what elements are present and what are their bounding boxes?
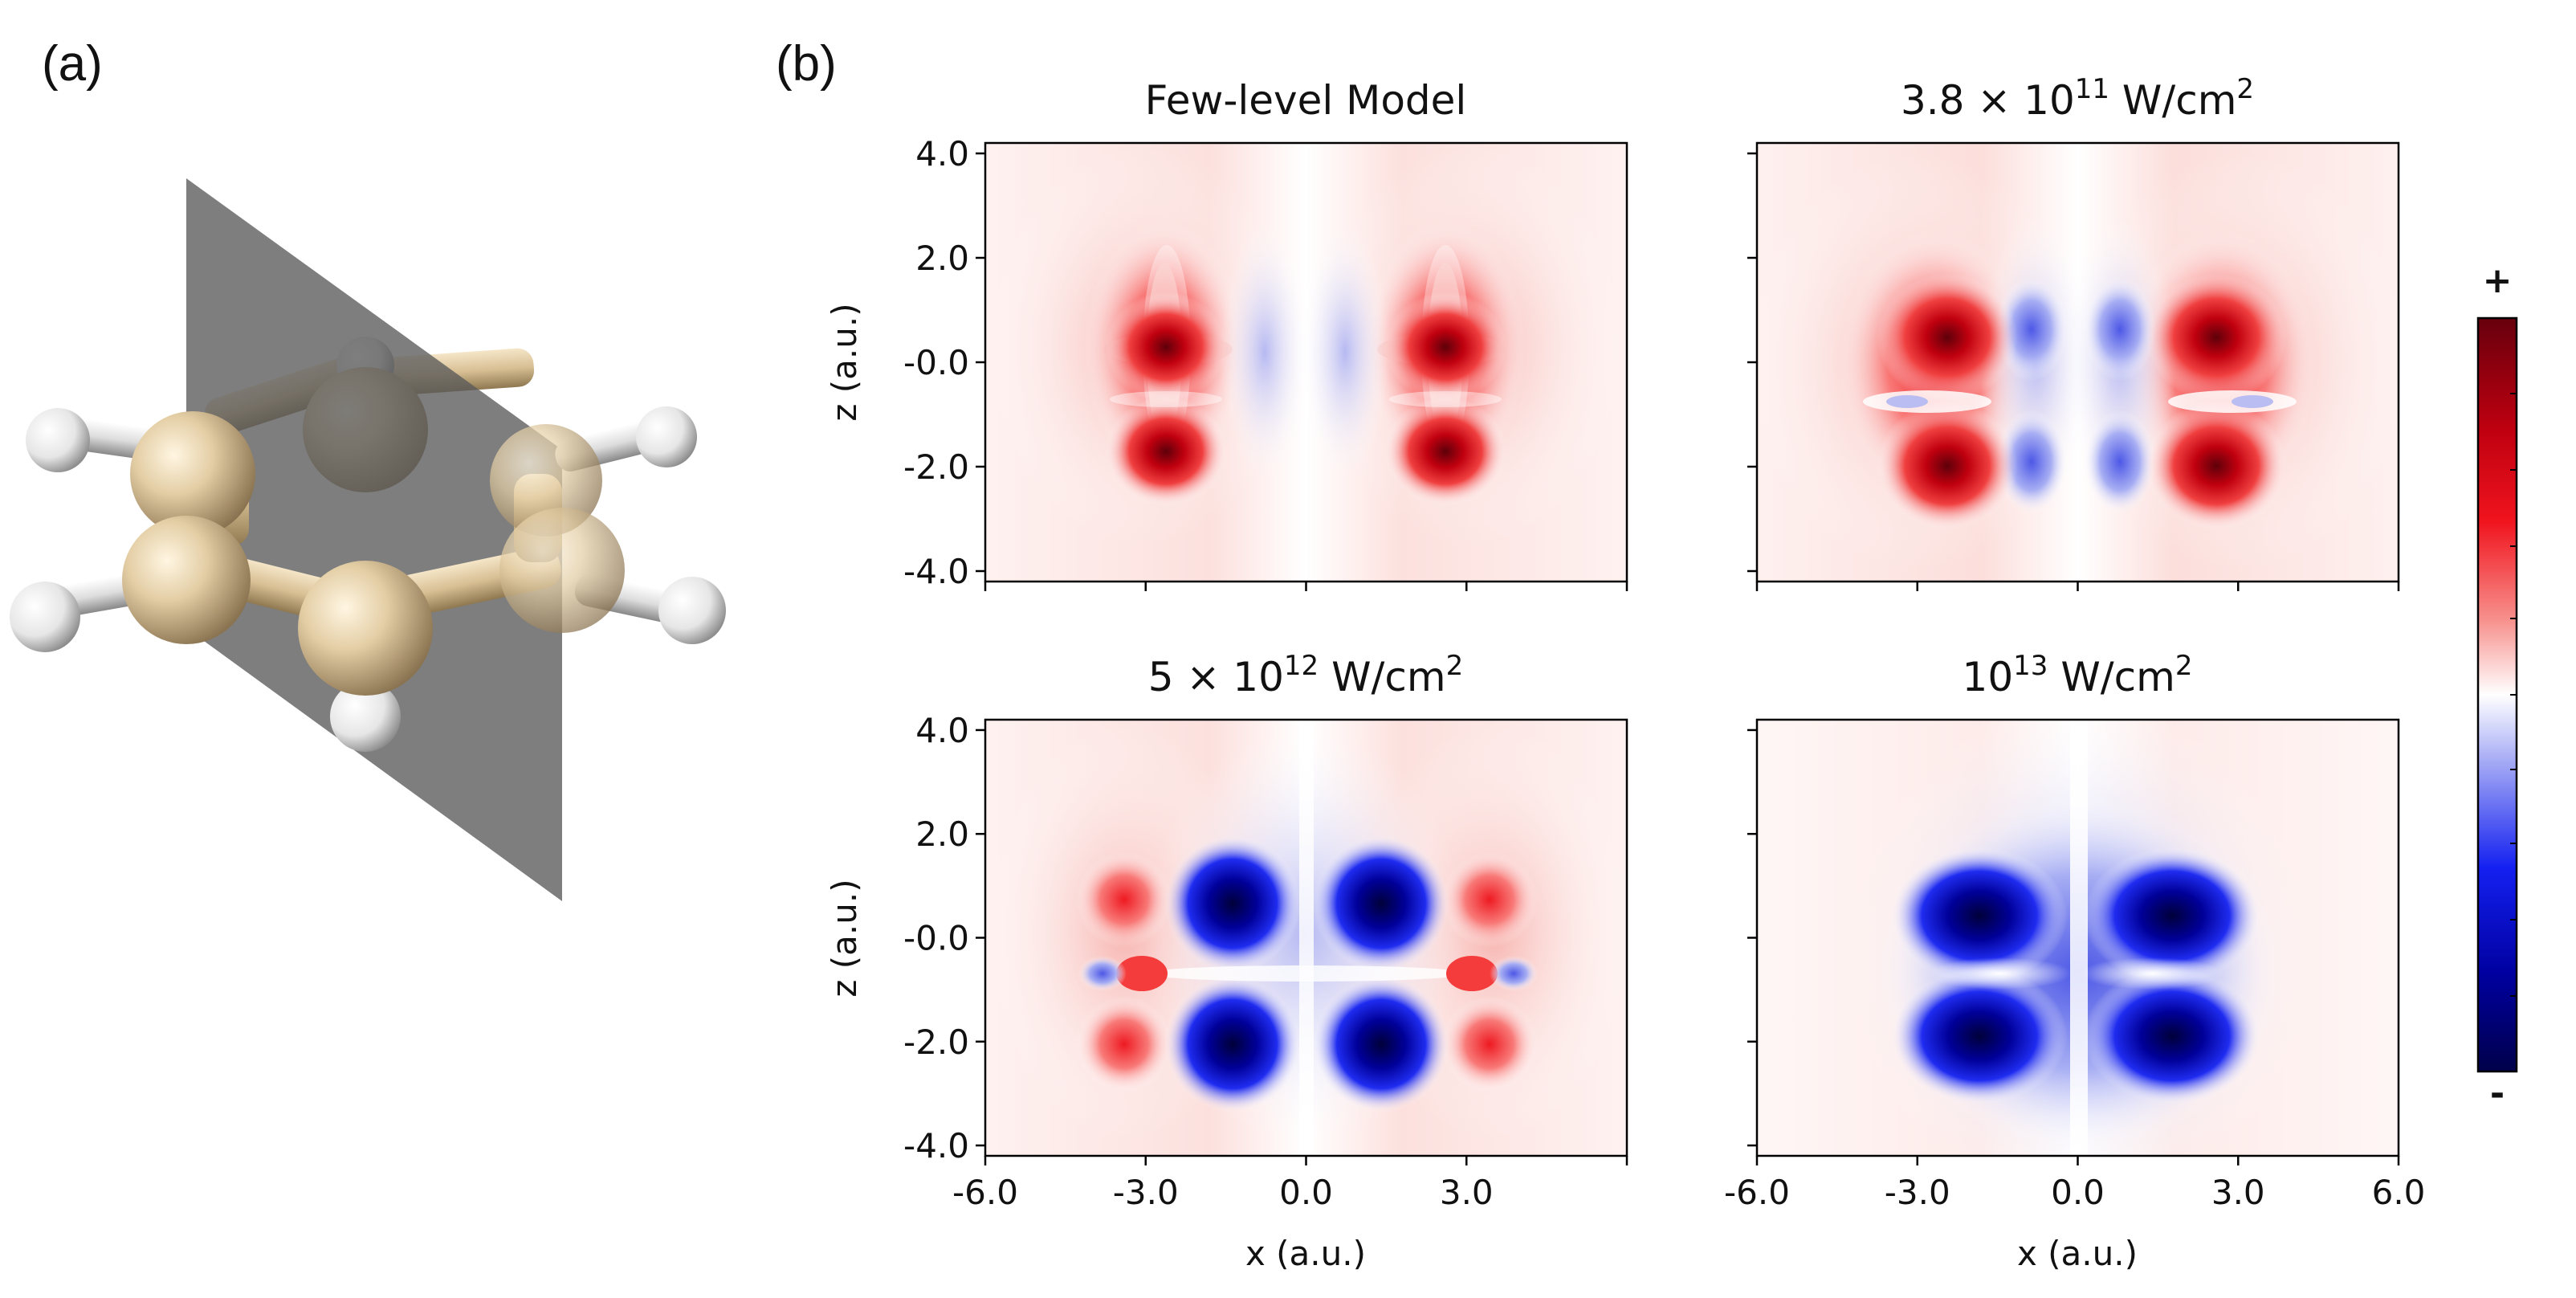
y-tick-label: -2.0 [903,1022,969,1062]
carbon-atom [298,561,433,696]
colorbar: + - [2476,260,2518,1114]
title-5e12: 5 × 1012 W/cm2 [1148,650,1463,700]
y-tick-label: -4.0 [903,552,969,591]
benzene-molecule [10,178,726,901]
heatmap-1e13 [1755,718,2400,1157]
hydrogen-atom [26,408,90,472]
x-tick-label: 3.0 [2211,1173,2265,1212]
x-axis-label-left: x (a.u.) [1245,1234,1366,1273]
hydrogen-atom [10,582,80,652]
y-tick-label: 4.0 [915,134,969,173]
y-tick-label: -4.0 [903,1126,969,1165]
axis-ticks: 4.0 2.0 -0.0 -2.0 -4.0 4.0 2.0 -0.0 -2.0 -4.0 -6.0… [903,134,2425,1212]
hydrogen-atom [636,406,697,467]
y-tick-label: -2.0 [903,447,969,487]
y-axis-label-top: z (a.u.) [825,303,864,421]
y-tick-label: 4.0 [915,711,969,750]
carbon-atom [130,411,255,537]
x-tick-label: 3.0 [1440,1173,1494,1212]
heatmap-5e12 [984,718,1628,1157]
y-tick-label: -0.0 [903,919,969,958]
x-axis-label-right: x (a.u.) [2017,1234,2138,1273]
y-tick-label: 2.0 [915,239,969,278]
y-axis-label-bottom: z (a.u.) [825,879,864,997]
colorbar-plus-label: + [2483,260,2513,301]
heatmap-few-level-model [984,141,1628,583]
x-tick-label: -6.0 [1724,1173,1790,1212]
carbon-atom [499,508,625,633]
y-tick-label: 2.0 [915,814,969,854]
title-few-level-model: Few-level Model [1145,77,1467,124]
hydrogen-atom [330,681,401,752]
x-tick-label: -3.0 [1113,1173,1179,1212]
x-tick-label: -3.0 [1885,1173,1950,1212]
title-3.8e11: 3.8 × 1011 W/cm2 [1901,73,2254,124]
x-tick-label: 6.0 [2372,1173,2426,1212]
x-tick-label: -6.0 [952,1173,1018,1212]
carbon-atom [122,516,251,644]
x-tick-label: 0.0 [2051,1173,2105,1212]
panel-a-label: (a) [42,36,103,92]
heatmap-3.8e11 [1755,141,2400,583]
panel-b-label: (b) [776,36,837,92]
cutting-plane [186,178,562,901]
hydrogen-atom [658,577,726,644]
title-1e13: 1013 W/cm2 [1963,650,2193,700]
x-tick-label: 0.0 [1279,1173,1333,1212]
colorbar-minus-label: - [2490,1073,2505,1114]
y-tick-label: -0.0 [903,343,969,382]
benzene-front [10,406,726,752]
carbon-atom [490,424,602,537]
